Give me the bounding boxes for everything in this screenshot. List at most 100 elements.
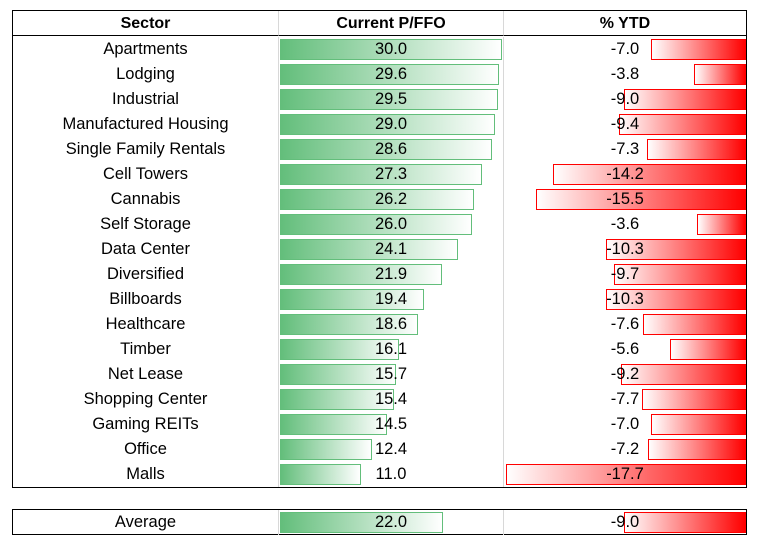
pffo-value: 26.0 (374, 215, 408, 233)
pffo-value: 29.5 (374, 90, 408, 108)
ytd-cell: -14.2 (504, 162, 746, 187)
pffo-cell: 22.0 (279, 510, 504, 535)
pffo-value: 29.0 (374, 115, 408, 133)
pffo-value: 12.4 (374, 440, 408, 458)
ytd-bar (535, 189, 746, 210)
ytd-cell: -9.0 (504, 510, 746, 535)
ytd-value: -10.3 (606, 290, 644, 308)
pffo-cell: 12.4 (279, 437, 504, 462)
sector-cell: Industrial (13, 87, 279, 112)
table-row: Diversified 21.9 -9.7 (13, 262, 746, 287)
sector-cell: Timber (13, 337, 279, 362)
pffo-cell: 15.4 (279, 387, 504, 412)
ytd-bar (606, 289, 746, 310)
table-row: Data Center 24.1 -10.3 (13, 237, 746, 262)
pffo-bar (280, 389, 394, 410)
pffo-value: 29.6 (374, 65, 408, 83)
ytd-bar (697, 214, 746, 235)
pffo-value: 22.0 (374, 513, 408, 531)
ytd-bar (641, 389, 746, 410)
pffo-value: 15.7 (374, 365, 408, 383)
pffo-bar (280, 264, 443, 285)
table-row: Healthcare 18.6 -7.6 (13, 312, 746, 337)
pffo-value: 21.9 (374, 265, 408, 283)
ytd-value: -7.0 (610, 40, 640, 58)
table-row: Office 12.4 -7.2 (13, 437, 746, 462)
sector-cell: Data Center (13, 237, 279, 262)
table-row: Lodging 29.6 -3.8 (13, 62, 746, 87)
ytd-cell: -10.3 (504, 237, 746, 262)
ytd-bar (614, 264, 746, 285)
ytd-value: -3.8 (610, 65, 640, 83)
table-row: Apartments 30.0 -7.0 (13, 37, 746, 62)
ytd-cell: -3.6 (504, 212, 746, 237)
sector-cell: Cell Towers (13, 162, 279, 187)
header-pffo: Current P/FFO (279, 11, 504, 36)
table-row: Manufactured Housing 29.0 -9.4 (13, 112, 746, 137)
header-ytd: % YTD (504, 11, 746, 36)
pffo-cell: 16.1 (279, 337, 504, 362)
sector-cell: Diversified (13, 262, 279, 287)
ytd-cell: -7.0 (504, 412, 746, 437)
pffo-cell: 27.3 (279, 162, 504, 187)
ytd-value: -5.6 (610, 340, 640, 358)
ytd-bar (694, 64, 746, 85)
pffo-value: 24.1 (374, 240, 408, 258)
sector-cell: Average (13, 510, 279, 535)
sector-cell: Cannabis (13, 187, 279, 212)
ytd-bar (618, 114, 746, 135)
ytd-bar (621, 364, 746, 385)
table-row: Self Storage 26.0 -3.6 (13, 212, 746, 237)
pffo-bar (280, 164, 483, 185)
table-row: Malls 11.0 -17.7 (13, 462, 746, 487)
sector-cell: Shopping Center (13, 387, 279, 412)
ytd-cell: -9.2 (504, 362, 746, 387)
ytd-cell: -7.2 (504, 437, 746, 462)
ytd-value: -17.7 (606, 465, 644, 483)
average-row: Average 22.0 -9.0 (13, 510, 746, 535)
table-row: Cannabis 26.2 -15.5 (13, 187, 746, 212)
pffo-bar (280, 414, 388, 435)
pffo-value: 19.4 (374, 290, 408, 308)
ytd-value: -15.5 (606, 190, 644, 208)
sector-cell: Apartments (13, 37, 279, 62)
ytd-bar (506, 464, 746, 485)
ytd-bar (670, 339, 746, 360)
pffo-cell: 29.6 (279, 62, 504, 87)
pffo-cell: 24.1 (279, 237, 504, 262)
ytd-bar (651, 414, 746, 435)
sector-cell: Manufactured Housing (13, 112, 279, 137)
sector-cell: Single Family Rentals (13, 137, 279, 162)
table-row: Cell Towers 27.3 -14.2 (13, 162, 746, 187)
ytd-value: -7.0 (610, 415, 640, 433)
sector-cell: Billboards (13, 287, 279, 312)
ytd-cell: -17.7 (504, 462, 746, 487)
table-row: Single Family Rentals 28.6 -7.3 (13, 137, 746, 162)
pffo-cell: 15.7 (279, 362, 504, 387)
pffo-value: 16.1 (374, 340, 408, 358)
ytd-value: -3.6 (610, 215, 640, 233)
ytd-cell: -9.4 (504, 112, 746, 137)
pffo-cell: 21.9 (279, 262, 504, 287)
pffo-value: 14.5 (374, 415, 408, 433)
pffo-cell: 19.4 (279, 287, 504, 312)
ytd-value: -7.3 (610, 140, 640, 158)
pffo-value: 30.0 (374, 40, 408, 58)
ytd-cell: -9.0 (504, 87, 746, 112)
pffo-bar (280, 114, 495, 135)
ytd-bar (623, 89, 746, 110)
pffo-bar (280, 314, 418, 335)
pffo-bar (280, 89, 499, 110)
pffo-bar (280, 339, 400, 360)
pffo-value: 26.2 (374, 190, 408, 208)
table-row: Industrial 29.5 -9.0 (13, 87, 746, 112)
pffo-bar (280, 289, 424, 310)
table-row: Timber 16.1 -5.6 (13, 337, 746, 362)
ytd-value: -9.4 (610, 115, 640, 133)
sector-table: Sector Current P/FFO % YTD Apartments 30.… (12, 10, 747, 488)
pffo-cell: 30.0 (279, 37, 504, 62)
ytd-value: -9.7 (610, 265, 640, 283)
pffo-bar (280, 364, 397, 385)
average-table: Average 22.0 -9.0 (12, 509, 747, 535)
ytd-bar (651, 39, 746, 60)
